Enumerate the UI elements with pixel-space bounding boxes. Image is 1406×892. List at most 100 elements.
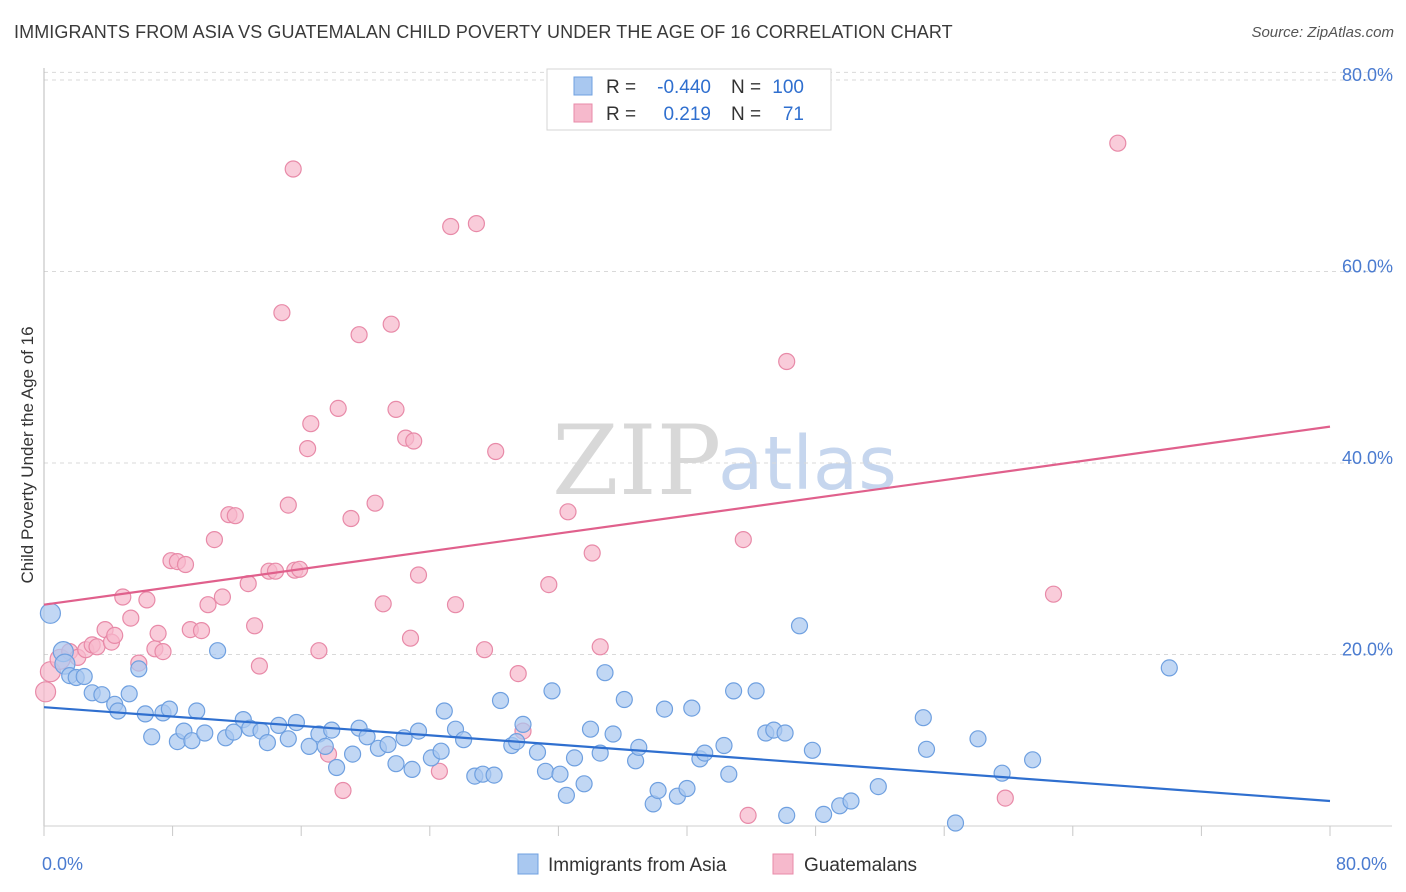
watermark: ZIP atlas [552,405,897,517]
immigrants-from-asia-point [143,728,161,746]
immigrants-from-asia-point [435,702,453,720]
immigrants-from-asia-point [1160,659,1178,677]
immigrants-from-asia-point [120,685,138,703]
guatemalans-point [88,638,106,656]
stats-legend-swatch-blue [573,76,593,96]
immigrants-from-asia-point [914,709,932,727]
immigrants-from-asia-point [75,667,93,686]
guatemalans-point [739,806,757,825]
guatemalans-point [559,503,577,521]
source-label: Source: ZipAtlas.com [1251,24,1394,41]
guatemalans-point [299,440,317,458]
guatemalans-point [996,789,1014,807]
legend-swatch-guatemalans [772,853,794,875]
immigrants-from-asia-point [358,728,376,746]
immigrants-from-asia-point [596,664,614,682]
immigrants-from-asia-point [432,742,450,760]
guatemalans-point [34,681,57,703]
stats-legend: R = -0.440 N = 100 R = 0.219 N = 71 [546,68,832,131]
guatemalans-point [366,494,384,512]
legend-label-guatemalans: Guatemalans [804,855,917,876]
immigrants-from-asia-point [514,715,532,734]
guatemalans-point [154,642,172,661]
immigrants-from-asia-point [543,682,561,700]
immigrants-from-asia-point [39,602,62,624]
immigrants-from-asia-point [328,758,346,777]
immigrants-from-asia-points [39,602,1178,832]
immigrants-from-asia-point [575,775,593,793]
guatemalans-point [405,432,423,450]
x-tick-label-max: 80.0% [1336,854,1387,874]
guatemalans-point [176,555,195,574]
legend-label-immigrants-from-asia: Immigrants from Asia [548,855,727,876]
immigrants-from-asia-point [536,762,555,780]
immigrants-from-asia-point [969,730,987,748]
immigrants-from-asia-point [528,743,547,761]
immigrants-from-asia-point [258,733,276,752]
y-tick-label-20: 20.0% [1342,640,1393,660]
guatemalans-point [279,496,297,514]
y-axis-label: Child Poverty Under the Age of 16 [18,326,37,583]
immigrants-from-asia-point [747,682,765,700]
y-tick-label-60: 60.0% [1342,257,1393,277]
immigrants-from-asia-point [790,617,809,635]
guatemalans-point [350,326,368,344]
guatemalans-point [250,657,268,675]
immigrants-from-asia-point [649,781,667,800]
immigrants-from-asia-point [630,738,648,757]
guatemalans-point [374,595,392,613]
y-tick-label-40: 40.0% [1342,448,1393,468]
immigrants-from-asia-point [724,682,743,700]
guatemalans-point [778,352,796,371]
x-tick-label-min: 0.0% [42,854,83,874]
immigrants-from-asia-point [183,732,201,750]
guatemalans-point [591,638,609,656]
guatemalans-point [446,596,465,614]
immigrants-from-asia-point [225,723,243,741]
series-legend: Immigrants from Asia Guatemalans [517,853,917,876]
immigrants-from-asia-point [130,660,148,678]
immigrants-from-asia-point [196,724,214,742]
guatemalans-point [487,442,505,461]
x-axis-ticks [43,826,1331,836]
immigrants-from-asia-point [188,702,206,720]
guatemalans-point [192,621,211,640]
immigrants-from-asia-point [678,779,696,798]
immigrants-from-asia-point [604,725,622,743]
immigrants-from-asia-point [1023,751,1042,769]
immigrants-from-asia-trend-line [43,706,1331,803]
immigrants-from-asia-point [615,690,633,709]
guatemalans-point [509,664,527,683]
guatemalans-point [430,762,448,780]
guatemalans-points [34,134,1127,825]
immigrants-from-asia-point [581,720,600,738]
y-axis-tick-labels: 20.0% 40.0% 60.0% 80.0% [1342,65,1393,660]
guatemalans-point [467,215,485,233]
guatemalans-point [1044,585,1063,603]
guatemalans-point [213,588,231,606]
gridlines [44,71,1392,655]
immigrants-from-asia-point [803,741,822,759]
guatemalans-point [401,629,420,647]
guatemalans-point [149,624,167,643]
legend-swatch-immigrants-from-asia [517,853,539,875]
guatemalans-point [226,507,244,525]
guatemalans-point [106,626,124,645]
guatemalans-point [382,315,400,333]
guatemalans-point [475,641,494,659]
immigrants-from-asia-point [160,700,178,718]
immigrants-from-asia-point [323,721,341,739]
immigrants-from-asia-point [403,760,421,779]
immigrants-from-asia-point [344,745,362,763]
guatemalans-point [442,217,460,236]
guatemalans-point [199,596,217,614]
stats-r-value-blue: -0.440 [657,77,711,98]
chart-title: IMMIGRANTS FROM ASIA VS GUATEMALAN CHILD… [14,22,953,42]
immigrants-from-asia-point [455,731,473,749]
immigrants-from-asia-point [316,737,334,756]
watermark-zip: ZIP [552,405,721,517]
stats-r-value-pink: 0.219 [663,104,711,125]
immigrants-from-asia-point [565,749,584,767]
guatemalans-point [540,575,558,594]
